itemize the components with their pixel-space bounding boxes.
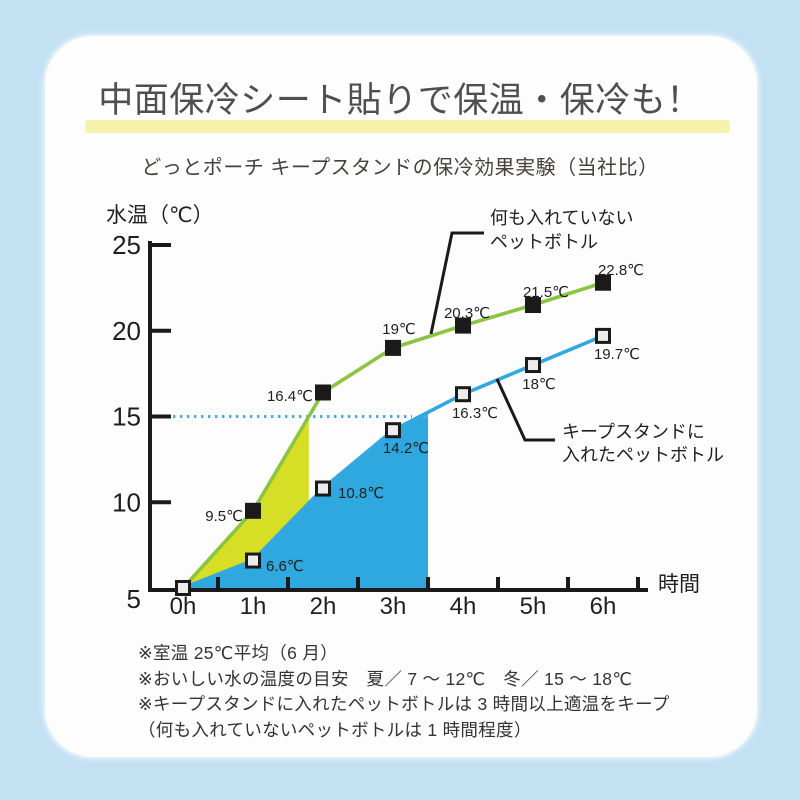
point-label-keepstand: 18℃ bbox=[522, 376, 556, 393]
marker-white-square bbox=[245, 552, 261, 569]
x-tick-label: 3h bbox=[380, 593, 407, 620]
point-label-keepstand: 10.8℃ bbox=[338, 485, 384, 502]
y-tick-label: 15 bbox=[112, 402, 141, 432]
point-label-keepstand: 19.7℃ bbox=[594, 346, 640, 363]
point-label-empty-bottle: 16.4℃ bbox=[267, 388, 313, 405]
point-label-empty-bottle: 9.5℃ bbox=[205, 508, 243, 525]
x-tick-label: 5h bbox=[520, 593, 547, 620]
callout-text-keepstand: 入れたペットボトル bbox=[562, 445, 724, 465]
footnotes: ※室温 25℃平均（6 月） ※おいしい水の温度の目安 夏／ 7 ～ 12℃ 冬… bbox=[138, 641, 670, 743]
marker-black-square bbox=[525, 297, 541, 314]
keep-cool-area-blue bbox=[183, 412, 428, 590]
page-title: 中面保冷シート貼りで保温・保冷も！ bbox=[98, 81, 702, 120]
callout-text-empty-bottle: ペットボトル bbox=[490, 232, 598, 252]
y-tick-label: 20 bbox=[112, 316, 141, 346]
footnote-keepstand: ※キープスタンドに入れたペットボトルは 3 時間以上適温をキープ bbox=[138, 694, 670, 714]
marker-white-square bbox=[455, 386, 471, 403]
y-tick-label: 5 bbox=[127, 584, 141, 614]
marker-white-square bbox=[595, 327, 611, 344]
point-label-empty-bottle: 21.5℃ bbox=[523, 284, 569, 301]
footnote-keepstand-cont: （何も入れていないペットボトルは 1 時間程度） bbox=[138, 719, 532, 740]
callout-text-keepstand: キープスタンドに bbox=[562, 422, 705, 442]
callout-line-empty-bottle bbox=[429, 231, 484, 335]
marker-black-square bbox=[385, 339, 401, 356]
marker-white-square bbox=[175, 580, 191, 596]
callout-text-empty-bottle: 何も入れていない bbox=[490, 208, 633, 228]
footnote-tasty-water: ※おいしい水の温度の目安 夏／ 7 ～ 12℃ 冬／ 15 ～ 18℃ bbox=[138, 668, 633, 689]
x-tick-label: 1h bbox=[240, 593, 267, 620]
title-highlight-bar bbox=[85, 120, 730, 133]
y-axis-title: 水温（℃） bbox=[106, 204, 214, 227]
x-tick-label: 0h bbox=[170, 593, 197, 620]
point-label-empty-bottle: 19℃ bbox=[382, 321, 416, 338]
y-tick-label: 25 bbox=[112, 230, 141, 260]
marker-white-square bbox=[385, 422, 401, 439]
x-tick-label: 4h bbox=[450, 593, 477, 620]
y-tick-label: 10 bbox=[112, 487, 141, 517]
point-label-keepstand: 14.2℃ bbox=[383, 440, 429, 457]
page-subtitle: どっとポーチ キープスタンドの保冷効果実験（当社比） bbox=[141, 157, 659, 179]
x-tick-label: 2h bbox=[310, 593, 337, 620]
marker-black-square bbox=[595, 274, 611, 291]
point-label-keepstand: 16.3℃ bbox=[452, 405, 498, 422]
callout-line-keepstand bbox=[495, 378, 555, 442]
footnote-room-temp: ※室温 25℃平均（6 月） bbox=[138, 643, 338, 663]
marker-white-square bbox=[525, 357, 541, 374]
point-label-keepstand: 6.6℃ bbox=[266, 558, 304, 575]
x-tick-label: 6h bbox=[590, 593, 617, 620]
x-axis-title: 時間 bbox=[658, 573, 700, 596]
marker-white-square bbox=[315, 480, 331, 497]
info-card bbox=[45, 36, 757, 757]
marker-black-square bbox=[315, 384, 331, 401]
marker-black-square bbox=[455, 317, 471, 334]
marker-black-square bbox=[245, 502, 261, 519]
